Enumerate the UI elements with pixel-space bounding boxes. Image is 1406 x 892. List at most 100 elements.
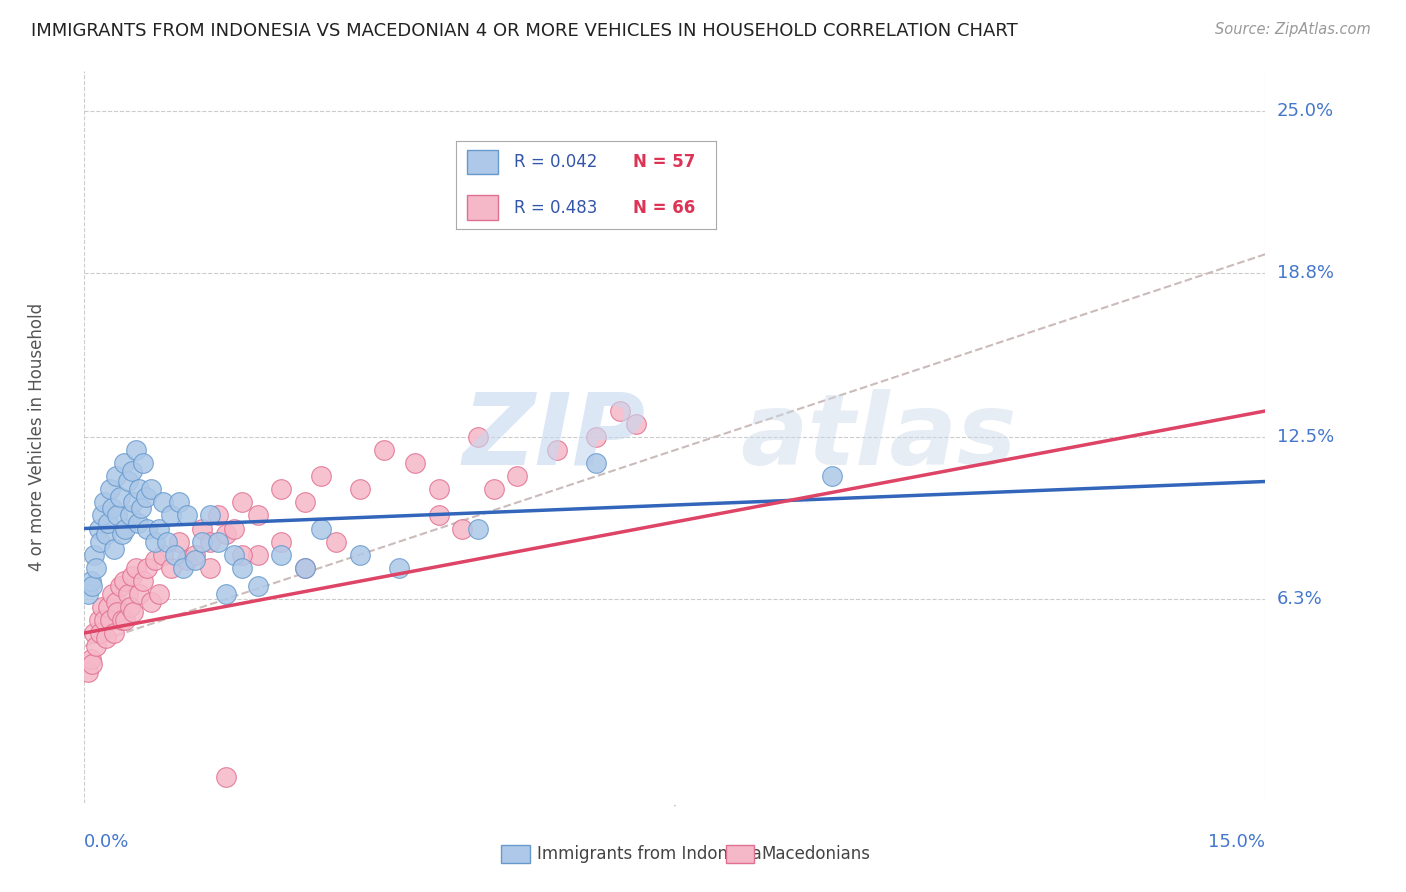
Point (98, 613, 121, 627)
Point (117, 587, 139, 601)
Point (609, 404, 631, 418)
Point (349, 483, 371, 497)
Point (124, 443, 146, 458)
Point (246, 508, 269, 523)
Point (97, 516, 120, 531)
Point (84, 560, 107, 574)
FancyBboxPatch shape (502, 846, 530, 863)
Point (467, 430, 489, 444)
Point (129, 500, 152, 515)
Point (231, 495, 253, 509)
Point (821, 469, 844, 483)
Point (183, 548, 205, 562)
Point (176, 508, 198, 523)
Point (200, 534, 222, 549)
Text: 0.0%: 0.0% (84, 833, 129, 851)
Point (143, 553, 166, 567)
Point (222, 521, 245, 535)
Point (103, 626, 125, 640)
Point (101, 500, 124, 515)
FancyBboxPatch shape (725, 846, 754, 863)
Point (222, 548, 245, 562)
Point (148, 587, 170, 601)
Point (506, 469, 529, 483)
Point (111, 526, 134, 541)
Point (114, 521, 136, 535)
Point (467, 521, 489, 535)
Point (152, 548, 174, 562)
Point (451, 521, 474, 535)
Point (163, 548, 186, 562)
Point (624, 417, 647, 431)
Text: 15.0%: 15.0% (1208, 833, 1265, 851)
Point (87, 521, 110, 535)
Text: 18.8%: 18.8% (1277, 263, 1333, 282)
Point (141, 483, 163, 497)
Point (585, 430, 607, 444)
Point (96, 526, 118, 541)
Point (270, 483, 292, 497)
Point (167, 534, 190, 549)
Point (89, 534, 111, 549)
Point (132, 456, 155, 470)
Point (270, 534, 292, 549)
Point (246, 579, 269, 593)
Point (404, 456, 426, 470)
Point (121, 464, 143, 478)
Point (90, 508, 112, 523)
Point (585, 456, 607, 470)
Point (121, 568, 143, 582)
Point (117, 475, 139, 489)
Point (128, 587, 150, 601)
Point (373, 443, 395, 458)
Text: Macedonians: Macedonians (761, 845, 870, 863)
Point (98, 483, 121, 497)
Point (246, 548, 269, 562)
Point (93, 495, 115, 509)
Point (77, 587, 100, 601)
Point (127, 516, 149, 531)
Point (122, 495, 145, 509)
Point (132, 574, 155, 588)
Text: 4 or more Vehicles in Household: 4 or more Vehicles in Household (28, 303, 46, 571)
Point (93, 613, 115, 627)
Point (136, 560, 159, 574)
Point (160, 508, 183, 523)
Point (427, 508, 450, 523)
Point (172, 560, 194, 574)
Point (141, 594, 163, 608)
Point (215, 770, 238, 784)
Point (325, 534, 347, 549)
Point (270, 548, 292, 562)
Point (135, 490, 157, 504)
Point (231, 560, 253, 574)
Point (79, 652, 101, 666)
Point (207, 534, 229, 549)
Point (349, 548, 371, 562)
Point (294, 560, 316, 574)
Point (152, 495, 174, 509)
Point (104, 469, 127, 483)
Point (118, 508, 141, 523)
Point (176, 553, 198, 567)
Point (82, 579, 104, 593)
Point (118, 599, 141, 614)
Point (167, 495, 190, 509)
Point (82, 657, 104, 672)
Point (108, 490, 131, 504)
Point (183, 553, 205, 567)
Text: Source: ZipAtlas.com: Source: ZipAtlas.com (1215, 22, 1371, 37)
Point (111, 613, 134, 627)
Point (89, 626, 111, 640)
Point (309, 521, 332, 535)
Point (107, 605, 129, 619)
Point (231, 548, 253, 562)
Text: 6.3%: 6.3% (1277, 590, 1322, 608)
Point (546, 443, 568, 458)
Point (83, 548, 105, 562)
Point (128, 483, 150, 497)
Point (143, 534, 166, 549)
Point (200, 560, 222, 574)
Point (148, 521, 170, 535)
Text: 12.5%: 12.5% (1277, 428, 1334, 446)
